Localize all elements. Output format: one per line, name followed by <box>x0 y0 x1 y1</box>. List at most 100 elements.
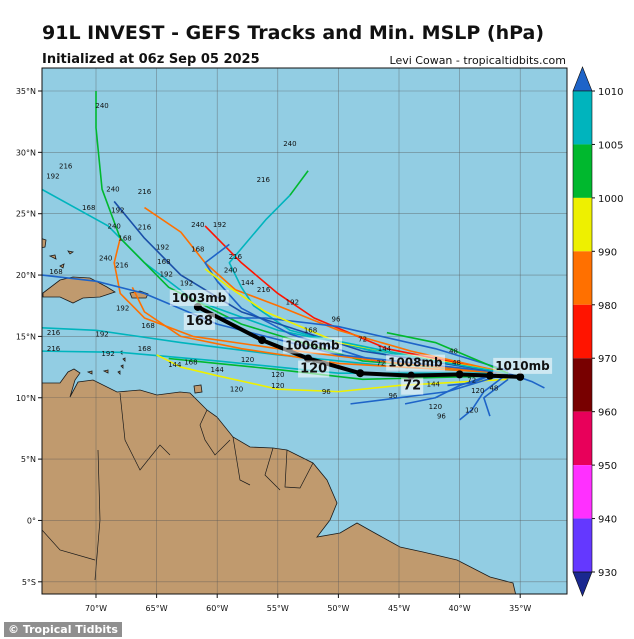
lon-tick-label: 35°W <box>509 604 531 613</box>
land-mass <box>122 357 126 362</box>
forecast-hour-label: 144 <box>211 366 225 374</box>
forecast-hour-label: 192 <box>160 270 173 278</box>
mean-track-point <box>485 371 494 380</box>
ensemble-member-track <box>42 274 509 375</box>
colorbar-label: 970 <box>598 354 617 365</box>
land-mass <box>42 238 47 249</box>
lat-tick-label: 30°N <box>16 148 36 157</box>
land-mass <box>120 364 124 369</box>
land-mass <box>42 276 116 304</box>
pressure-label: 1008mb <box>388 356 443 370</box>
map-frame <box>41 67 568 595</box>
forecast-hour-label: 192 <box>101 350 114 358</box>
country-border <box>119 392 171 471</box>
country-border <box>199 409 231 456</box>
lat-tick-label: 35°N <box>16 87 36 96</box>
mean-track-point <box>258 336 267 345</box>
lon-tick-label: 60°W <box>206 604 228 613</box>
lon-tick-label: 50°W <box>327 604 349 613</box>
forecast-hour-label: 144 <box>427 381 441 389</box>
pressure-label-bg <box>493 357 553 374</box>
forecast-hour-label: 216 <box>138 188 152 196</box>
colorbar-label: 930 <box>598 568 617 579</box>
watermark: © Tropical Tidbits <box>4 622 122 637</box>
land-mass <box>59 263 65 269</box>
forecast-hour-label: 240 <box>95 102 108 110</box>
mean-hour-label: 120 <box>300 361 327 376</box>
lon-tick-label: 55°W <box>267 604 289 613</box>
forecast-hour-label: 72 <box>467 377 476 385</box>
ensemble-member-track <box>156 354 509 393</box>
mean-hour-label-bg <box>298 360 330 378</box>
country-border <box>42 529 96 561</box>
colorbar-label: 1010 <box>598 87 623 98</box>
map-content: 1010mb1008mb721006mb1201003mb16824021619… <box>42 68 567 594</box>
ensemble-member-track <box>350 372 509 405</box>
land-mass <box>102 369 109 374</box>
lon-tick-label: 40°W <box>449 604 471 613</box>
forecast-hour-label: 216 <box>115 262 129 270</box>
colorbar-band <box>573 465 592 519</box>
colorbar-label: 1000 <box>598 194 623 205</box>
lat-tick-label: 5°N <box>21 455 36 464</box>
colorbar-label: 990 <box>598 247 617 258</box>
forecast-hour-label: 240 <box>106 186 119 194</box>
forecast-hour-label: 192 <box>286 298 299 306</box>
colorbar-band <box>573 197 592 252</box>
lat-tick-label: 25°N <box>16 210 36 219</box>
pressure-label-bg <box>283 337 343 354</box>
forecast-hour-label: 96 <box>332 316 341 324</box>
forecast-hour-label: 168 <box>82 204 95 212</box>
forecast-hour-label: 192 <box>116 305 129 313</box>
colorbar-band <box>573 304 592 359</box>
country-border <box>284 449 314 489</box>
colorbar-label: 980 <box>598 301 617 312</box>
colorbar-band <box>573 518 592 572</box>
colorbar-band <box>573 251 592 305</box>
lat-tick-label: 0° <box>27 516 36 525</box>
forecast-hour-label: 120 <box>271 382 284 390</box>
colorbar-over-arrow <box>572 66 593 92</box>
forecast-hour-label: 120 <box>429 403 442 411</box>
colorbar-label: 940 <box>598 515 617 526</box>
mean-track-point <box>455 370 464 379</box>
forecast-hour-label: 144 <box>241 279 255 287</box>
colorbar-band <box>573 358 592 412</box>
forecast-hour-label: 168 <box>141 322 154 330</box>
forecast-hour-label: 192 <box>95 330 108 338</box>
colorbar-band <box>573 411 592 466</box>
forecast-hour-label: 96 <box>437 413 446 421</box>
forecast-hour-label: 96 <box>388 392 397 400</box>
mean-track <box>196 305 521 379</box>
mean-hour-label: 168 <box>186 314 213 329</box>
forecast-hour-label: 144 <box>168 361 182 369</box>
forecast-hour-label: 216 <box>229 253 243 261</box>
forecast-hour-label: 168 <box>157 258 170 266</box>
ensemble-member-track <box>131 286 509 375</box>
pressure-label: 1003mb <box>172 291 227 305</box>
colorbar-under-arrow <box>572 571 593 597</box>
mean-hour-label: 72 <box>403 379 421 394</box>
forecast-hour-label: 240 <box>107 222 120 230</box>
forecast-hour-label: 192 <box>180 280 193 288</box>
forecast-hour-label: 168 <box>49 268 62 276</box>
forecast-hour-label: 216 <box>59 162 73 170</box>
lon-tick-label: 65°W <box>146 604 168 613</box>
forecast-hour-label: 120 <box>465 406 478 414</box>
mean-hour-label-bg <box>183 312 215 330</box>
mean-hour-label-bg <box>401 377 424 395</box>
forecast-hour-label: 192 <box>213 221 226 229</box>
forecast-hour-label: 192 <box>46 172 59 180</box>
colorbar-band <box>573 91 592 145</box>
lon-tick-label: 70°W <box>85 604 107 613</box>
ensemble-member-track <box>113 238 509 375</box>
forecast-hour-label: 240 <box>99 254 112 262</box>
forecast-hour-label: 192 <box>111 206 124 214</box>
forecast-hour-label: 240 <box>283 140 296 148</box>
forecast-hour-label: 144 <box>378 345 392 353</box>
lat-tick-label: 15°N <box>16 332 36 341</box>
ensemble-member-track <box>483 378 509 417</box>
ensemble-member-track <box>289 170 309 196</box>
colorbar-label: 960 <box>598 408 617 419</box>
